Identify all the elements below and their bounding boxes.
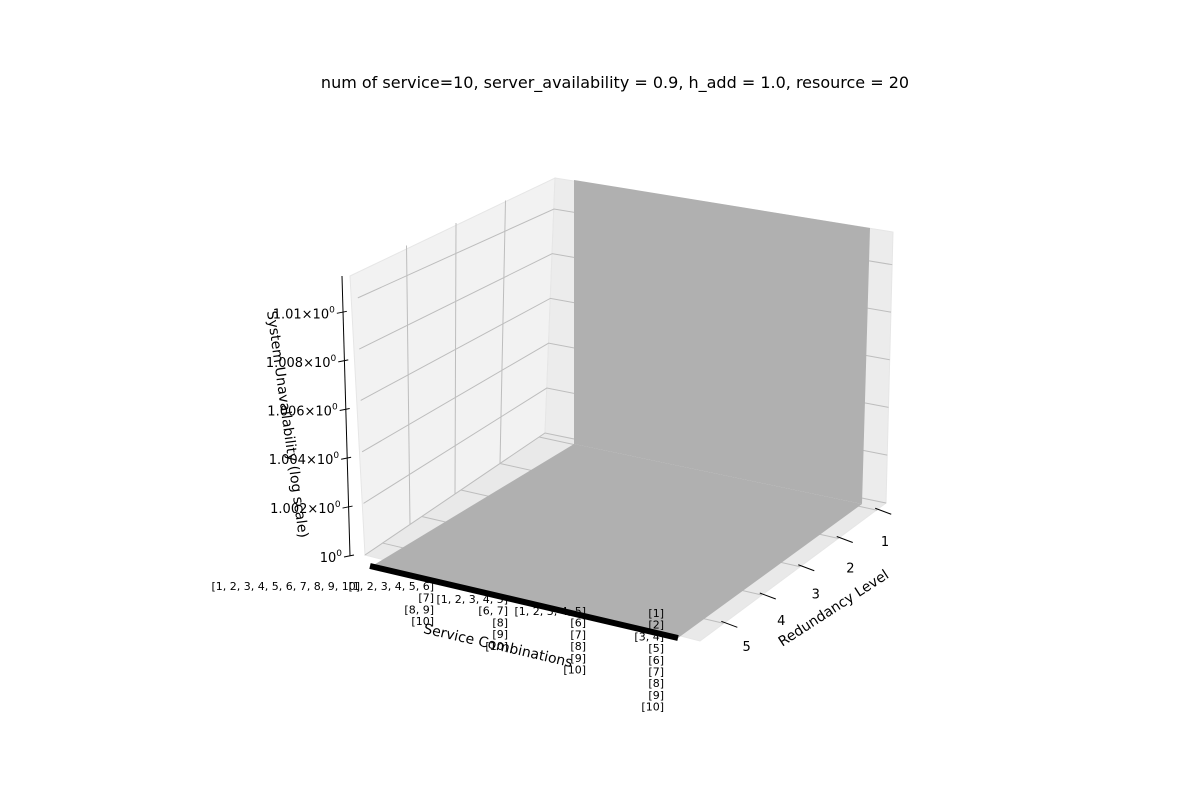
z-tick-base: 1.008 [266, 356, 303, 371]
chart-title: num of service=10, server_availability =… [321, 73, 909, 93]
z-tick-mult: ×10 [302, 307, 329, 322]
x-tick-label: [9] [492, 628, 508, 641]
z-tick-mark [341, 456, 352, 460]
z-tick-exp: 0 [329, 305, 335, 315]
z-tick-label: 1.008×100 [266, 354, 337, 371]
surface-wall [574, 180, 870, 504]
x-tick-label: [6] [648, 654, 664, 667]
x-tick-label: [8] [570, 640, 586, 653]
z-tick-base: 1.004 [269, 453, 306, 468]
z-tick-label: 1.006×100 [267, 402, 338, 419]
x-tick-label: [1, 2, 3, 4, 5, 6, 7, 8, 9, 10] [211, 580, 360, 593]
z-tick-mult: ×10 [305, 404, 332, 419]
z-tick-mark [338, 359, 349, 363]
z-tick-label: 100 [320, 549, 343, 566]
left-grid-line [406, 245, 411, 525]
y-tick-mark [798, 564, 815, 572]
left-grid-line [499, 200, 506, 464]
z-tick-mult: ×10 [303, 356, 330, 371]
z-tick-exp: 0 [331, 354, 337, 364]
x-tick-label: [8] [492, 616, 508, 629]
y-tick-mark [836, 536, 853, 543]
x-tick-label: [6] [570, 617, 586, 630]
y-tick-label: 2 [846, 561, 854, 576]
z-tick-exp: 0 [335, 500, 341, 510]
x-tick-label: [10] [563, 664, 586, 677]
x-tick-label: [1, 2, 3, 4, 5, 6] [348, 580, 434, 593]
x-tick-label: [10] [411, 615, 434, 628]
y-tick-label: 1 [881, 535, 889, 550]
x-tick-label: [10] [485, 640, 508, 653]
x-tick-label: [6, 7] [478, 605, 508, 618]
x-tick-label: [8] [648, 677, 664, 690]
x-tick-label: [8, 9] [404, 603, 434, 616]
y-tick-mark [721, 620, 738, 628]
x-tick-label: [5] [648, 642, 664, 655]
y-tick-mark [759, 592, 776, 600]
z-tick-mult: ×10 [307, 502, 334, 517]
z-ticks: 1001.002×1001.004×1001.006×1001.008×1001… [266, 305, 355, 566]
x-ticks: [1, 2, 3, 4, 5, 6, 7, 8, 9, 10][1, 2, 3,… [211, 580, 664, 714]
z-tick-label: 1.01×100 [273, 305, 335, 322]
x-tick-label: [9] [648, 689, 664, 702]
x-tick-label: [7] [418, 592, 434, 605]
z-tick-base: 1.01 [273, 307, 302, 322]
surface-floor [372, 444, 862, 638]
z-axis-line [341, 275, 351, 557]
z-tick-mark [336, 310, 347, 314]
z-tick-mult: ×10 [306, 453, 333, 468]
y-ticks: 1 2 3 4 5 [721, 507, 892, 655]
y-tick-label: 3 [812, 588, 820, 603]
left-grid-line [454, 222, 457, 495]
x-tick-label: [1, 2, 3, 4, 5] [436, 593, 508, 606]
z-tick-base: 10 [320, 551, 337, 566]
x-tick-label: [7] [648, 666, 664, 679]
y-tick-mark [875, 507, 892, 515]
x-tick-label: [3, 4] [634, 630, 664, 643]
z-tick-mark [343, 554, 355, 558]
z-tick-exp: 0 [333, 451, 339, 461]
x-tick-label: [1, 2, 3, 4, 5] [514, 605, 586, 618]
x-tick-label: [9] [570, 652, 586, 665]
y-tick-label: 5 [743, 640, 751, 655]
x-tick-label: [7] [570, 628, 586, 641]
surface-front-edge [369, 563, 679, 641]
z-tick-base: 1.002 [270, 502, 307, 517]
z-tick-base: 1.006 [267, 404, 304, 419]
z-tick-label: 1.004×100 [269, 451, 340, 468]
z-tick-mark [339, 408, 350, 411]
x-tick-label: [10] [641, 701, 664, 714]
z-tick-label: 1.002×100 [270, 500, 341, 517]
y-tick-label: 4 [777, 614, 785, 629]
y-axis-label: Redundancy Level [776, 567, 892, 650]
z-tick-exp: 0 [332, 402, 338, 412]
x-tick-label: [2] [648, 619, 664, 632]
z-tick-exp: 0 [336, 549, 342, 559]
z-tick-mark [342, 505, 353, 509]
x-tick-label: [1] [648, 607, 664, 620]
